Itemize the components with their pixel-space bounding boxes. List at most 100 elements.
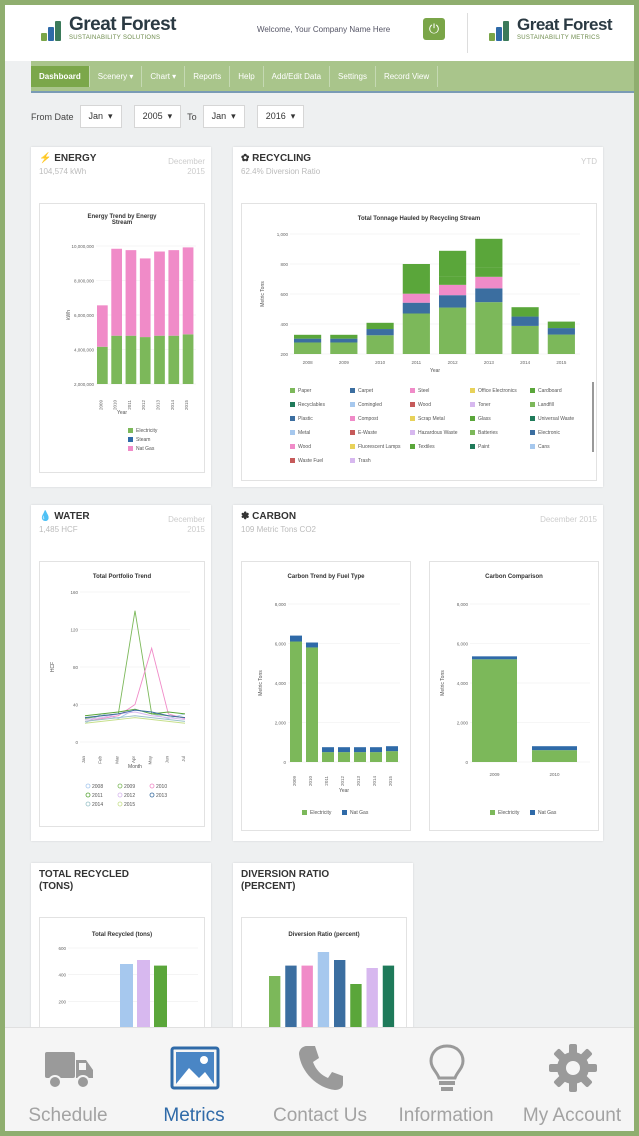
bar — [182, 334, 194, 384]
legend-label: Trash — [358, 458, 371, 464]
brand-tagline-right: SUSTAINABILITY METRICS — [517, 35, 601, 41]
x-tick-label: 2015 — [388, 776, 393, 787]
recycling-chart-box: Total Tonnage Hauled by Recycling Stream… — [241, 203, 597, 481]
x-tick-label: 2011 — [127, 400, 132, 410]
bar — [182, 247, 194, 335]
legend-swatch — [470, 388, 475, 393]
header-divider — [467, 13, 468, 53]
brand-logo[interactable]: Great Forest SUSTAINABILITY SOLUTIONS — [39, 15, 176, 45]
carbon-date: December 2015 — [540, 515, 597, 524]
legend-label: Fluorescent Lamps — [358, 444, 401, 450]
energy-card[interactable]: ⚡ ENERGY 104,574 kWh December 2015 Energ… — [31, 147, 211, 487]
bar — [111, 335, 122, 384]
legend-label: Waste Fuel — [298, 458, 323, 464]
nav-settings[interactable]: Settings — [330, 65, 376, 87]
x-tick-label: 2010 — [549, 772, 560, 777]
bar — [125, 250, 137, 336]
x-tick-label: 2009 — [339, 360, 350, 365]
power-icon[interactable]: ⏻ — [423, 18, 445, 40]
legend-label: 2010 — [156, 784, 167, 790]
bar — [294, 338, 322, 343]
to-year-select[interactable]: 2016 ▾ — [256, 105, 305, 128]
bar — [285, 965, 297, 1028]
legend-label: E-Waste — [358, 430, 377, 436]
carbon-comparison-chart: 8,000 6,000 4,000 2,000 0 Metric Tons 2009 2010… — [440, 602, 590, 816]
from-month-select[interactable]: Jan ▾ — [79, 105, 122, 128]
nav-scenery[interactable]: Scenery ▾ — [90, 65, 143, 87]
tab-metrics[interactable]: Metrics — [131, 1028, 257, 1131]
x-tick-label: Feb — [98, 756, 103, 764]
tab-contact-us[interactable]: Contact Us — [257, 1028, 383, 1131]
legend-swatch — [350, 458, 355, 463]
recycling-card[interactable]: ✿ RECYCLING 62.4% Diversion Ratio YTD To… — [233, 147, 603, 487]
legend-label: Cardboard — [538, 388, 562, 394]
y-tick-label: 120 — [70, 628, 78, 633]
carbon-comparison-title: Carbon Comparison — [485, 574, 543, 580]
nav-help[interactable]: Help — [230, 65, 264, 87]
legend-label: Recyclables — [298, 402, 325, 408]
legend-swatch — [117, 783, 123, 789]
nav-chart[interactable]: Chart ▾ — [142, 65, 186, 87]
diversion-ratio-card[interactable]: DIVERSION RATIO (PERCENT) Diversion Rati… — [233, 863, 413, 1039]
app-frame: Great Forest SUSTAINABILITY SOLUTIONS We… — [5, 5, 634, 1131]
nav-reports[interactable]: Reports — [185, 65, 231, 87]
logo-icon — [39, 15, 65, 45]
water-card[interactable]: 💧 WATER 1,485 HCF December 2015 Total Po… — [31, 505, 211, 841]
bar — [370, 747, 382, 753]
tab-schedule[interactable]: Schedule — [5, 1028, 131, 1131]
bar — [154, 251, 165, 336]
water-subtitle: 1,485 HCF — [39, 525, 78, 534]
nav-record-view[interactable]: Record View — [376, 65, 439, 87]
bar — [366, 335, 394, 354]
total-recycled-card[interactable]: TOTAL RECYCLED (TONS) Total Recycled (to… — [31, 863, 211, 1039]
legend-label: Plastic — [298, 416, 313, 422]
nav-add-edit-data[interactable]: Add/Edit Data — [264, 65, 331, 87]
legend-swatch — [470, 416, 475, 421]
recycling-chart-title: Total Tonnage Hauled by Recycling Stream — [357, 216, 481, 222]
energy-subtitle: 104,574 kWh — [39, 167, 87, 176]
legend-swatch — [290, 458, 295, 463]
carbon-card[interactable]: ✽ CARBON 109 Metric Tons CO2 December 20… — [233, 505, 603, 841]
x-tick-label: Jul — [181, 756, 186, 762]
bar — [290, 641, 302, 762]
bar — [511, 325, 539, 354]
carbon-trend-chart: 8,000 6,000 4,000 2,000 0 Metric Tons 2009 2010… — [258, 602, 400, 816]
brand-name: Great Forest — [69, 14, 176, 35]
x-tick-label: 2011 — [324, 776, 329, 786]
bar — [338, 747, 350, 753]
logo-icon — [487, 15, 513, 45]
series-line — [84, 717, 186, 724]
series-line — [84, 715, 186, 722]
bar — [154, 335, 165, 384]
tab-information[interactable]: Information — [383, 1028, 509, 1131]
from-year-select[interactable]: 2005 ▾ — [133, 105, 182, 128]
x-tick-label: 2013 — [356, 776, 361, 787]
bottom-tab-bar: Schedule Metrics Contact Us Informatio — [5, 1027, 634, 1131]
x-axis-label: Year — [430, 368, 440, 374]
legend-label: 2011 — [92, 793, 103, 799]
legend-label: Steam — [136, 437, 150, 443]
x-tick-label: 2013 — [484, 360, 495, 365]
tab-my-account[interactable]: My Account — [509, 1028, 634, 1131]
y-tick-label: 160 — [70, 590, 78, 595]
bar — [439, 284, 467, 296]
legend-label: Electricity — [310, 810, 332, 816]
legend-swatch — [85, 792, 91, 798]
bar — [402, 286, 430, 294]
paw-icon: ✽ — [241, 511, 250, 522]
legend-label: Paint — [478, 444, 490, 450]
legend-label: Metal — [298, 430, 310, 436]
bar — [547, 328, 575, 335]
y-tick-label: 600 — [280, 292, 288, 297]
to-month-select[interactable]: Jan ▾ — [202, 105, 245, 128]
x-tick-label: 2009 — [98, 400, 103, 411]
bar — [350, 984, 362, 1028]
x-tick-label: May — [148, 755, 153, 764]
bar — [547, 321, 575, 329]
brand-logo-right: Great Forest SUSTAINABILITY METRICS — [487, 15, 613, 45]
legend-label: Paper — [298, 388, 312, 394]
carbon-comparison-box: Carbon Comparison 8,000 6,000 4,000 2,000 0 M… — [429, 561, 599, 831]
legend-label: Scrap Metal — [418, 416, 445, 422]
legend-swatch — [410, 416, 415, 421]
nav-dashboard[interactable]: Dashboard — [31, 65, 90, 87]
